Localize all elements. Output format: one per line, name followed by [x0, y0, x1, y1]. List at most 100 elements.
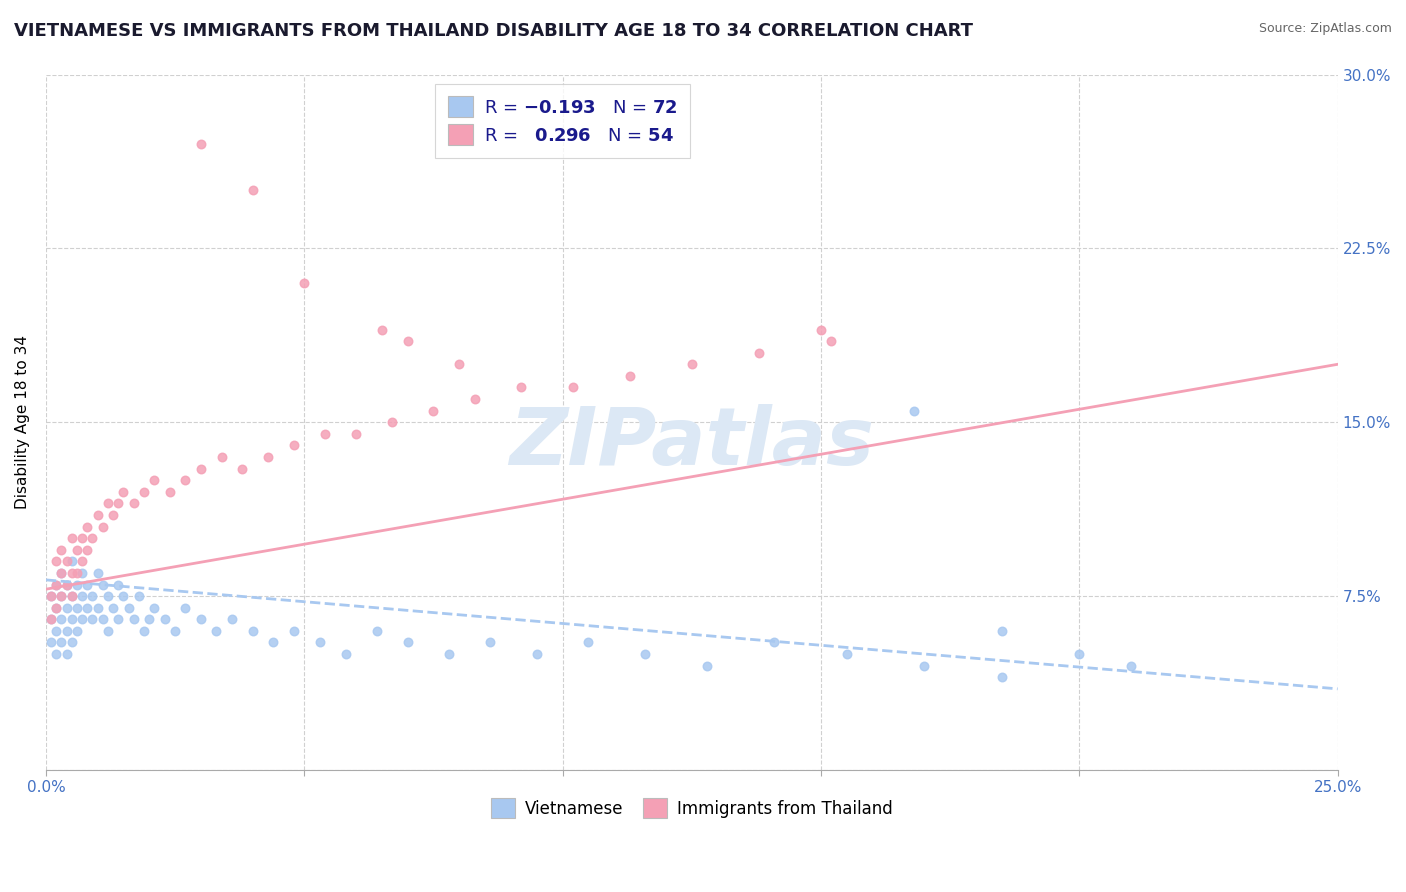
- Point: [60, 612, 83, 626]
- Point: [912, 658, 935, 673]
- Point: [86, 566, 108, 580]
- Point: [174, 600, 197, 615]
- Point: [39, 612, 62, 626]
- Point: [55, 577, 77, 591]
- Point: [422, 403, 444, 417]
- Point: [60, 566, 83, 580]
- Point: [82, 612, 104, 626]
- Point: [91, 519, 114, 533]
- Point: [903, 403, 925, 417]
- Text: ZIPatlas: ZIPatlas: [509, 404, 875, 482]
- Point: [45, 577, 67, 591]
- Point: [97, 624, 120, 638]
- Point: [45, 647, 67, 661]
- Point: [66, 577, 89, 591]
- Point: [55, 600, 77, 615]
- Point: [143, 600, 166, 615]
- Point: [55, 647, 77, 661]
- Point: [101, 600, 124, 615]
- Point: [257, 450, 280, 464]
- Point: [578, 635, 600, 649]
- Point: [117, 600, 139, 615]
- Point: [308, 635, 330, 649]
- Point: [634, 647, 657, 661]
- Point: [991, 624, 1014, 638]
- Text: Source: ZipAtlas.com: Source: ZipAtlas.com: [1258, 22, 1392, 36]
- Point: [91, 612, 114, 626]
- Point: [51, 589, 73, 603]
- Point: [45, 554, 67, 568]
- Point: [820, 334, 842, 348]
- Point: [190, 137, 212, 152]
- Point: [70, 589, 93, 603]
- Point: [70, 612, 93, 626]
- Point: [134, 484, 156, 499]
- Point: [45, 624, 67, 638]
- Point: [335, 647, 357, 661]
- Point: [97, 496, 120, 510]
- Point: [55, 554, 77, 568]
- Point: [39, 612, 62, 626]
- Point: [153, 612, 176, 626]
- Point: [39, 589, 62, 603]
- Point: [314, 426, 336, 441]
- Point: [381, 415, 404, 429]
- Point: [396, 334, 419, 348]
- Point: [344, 426, 367, 441]
- Point: [190, 461, 212, 475]
- Point: [76, 600, 98, 615]
- Point: [134, 624, 156, 638]
- Point: [991, 670, 1014, 684]
- Point: [45, 600, 67, 615]
- Point: [112, 589, 135, 603]
- Point: [76, 519, 98, 533]
- Point: [91, 577, 114, 591]
- Point: [45, 600, 67, 615]
- Point: [82, 589, 104, 603]
- Point: [143, 473, 166, 487]
- Point: [45, 577, 67, 591]
- Point: [55, 577, 77, 591]
- Point: [60, 531, 83, 545]
- Point: [479, 635, 502, 649]
- Point: [51, 566, 73, 580]
- Point: [39, 589, 62, 603]
- Point: [51, 589, 73, 603]
- Point: [66, 624, 89, 638]
- Point: [681, 357, 703, 371]
- Point: [97, 589, 120, 603]
- Point: [221, 612, 243, 626]
- Point: [231, 461, 253, 475]
- Point: [60, 589, 83, 603]
- Point: [748, 345, 770, 359]
- Point: [1119, 658, 1142, 673]
- Point: [526, 647, 548, 661]
- Point: [60, 635, 83, 649]
- Point: [159, 484, 181, 499]
- Point: [205, 624, 228, 638]
- Point: [122, 496, 145, 510]
- Point: [70, 566, 93, 580]
- Point: [464, 392, 486, 406]
- Y-axis label: Disability Age 18 to 34: Disability Age 18 to 34: [15, 335, 30, 509]
- Point: [101, 508, 124, 522]
- Point: [165, 624, 187, 638]
- Point: [292, 276, 315, 290]
- Point: [107, 496, 129, 510]
- Point: [437, 647, 460, 661]
- Point: [810, 322, 832, 336]
- Point: [76, 542, 98, 557]
- Point: [70, 531, 93, 545]
- Point: [70, 554, 93, 568]
- Point: [835, 647, 858, 661]
- Point: [128, 589, 150, 603]
- Point: [190, 612, 212, 626]
- Point: [51, 612, 73, 626]
- Point: [107, 612, 129, 626]
- Point: [66, 566, 89, 580]
- Point: [66, 600, 89, 615]
- Legend: Vietnamese, Immigrants from Thailand: Vietnamese, Immigrants from Thailand: [485, 792, 898, 824]
- Point: [112, 484, 135, 499]
- Point: [262, 635, 284, 649]
- Point: [122, 612, 145, 626]
